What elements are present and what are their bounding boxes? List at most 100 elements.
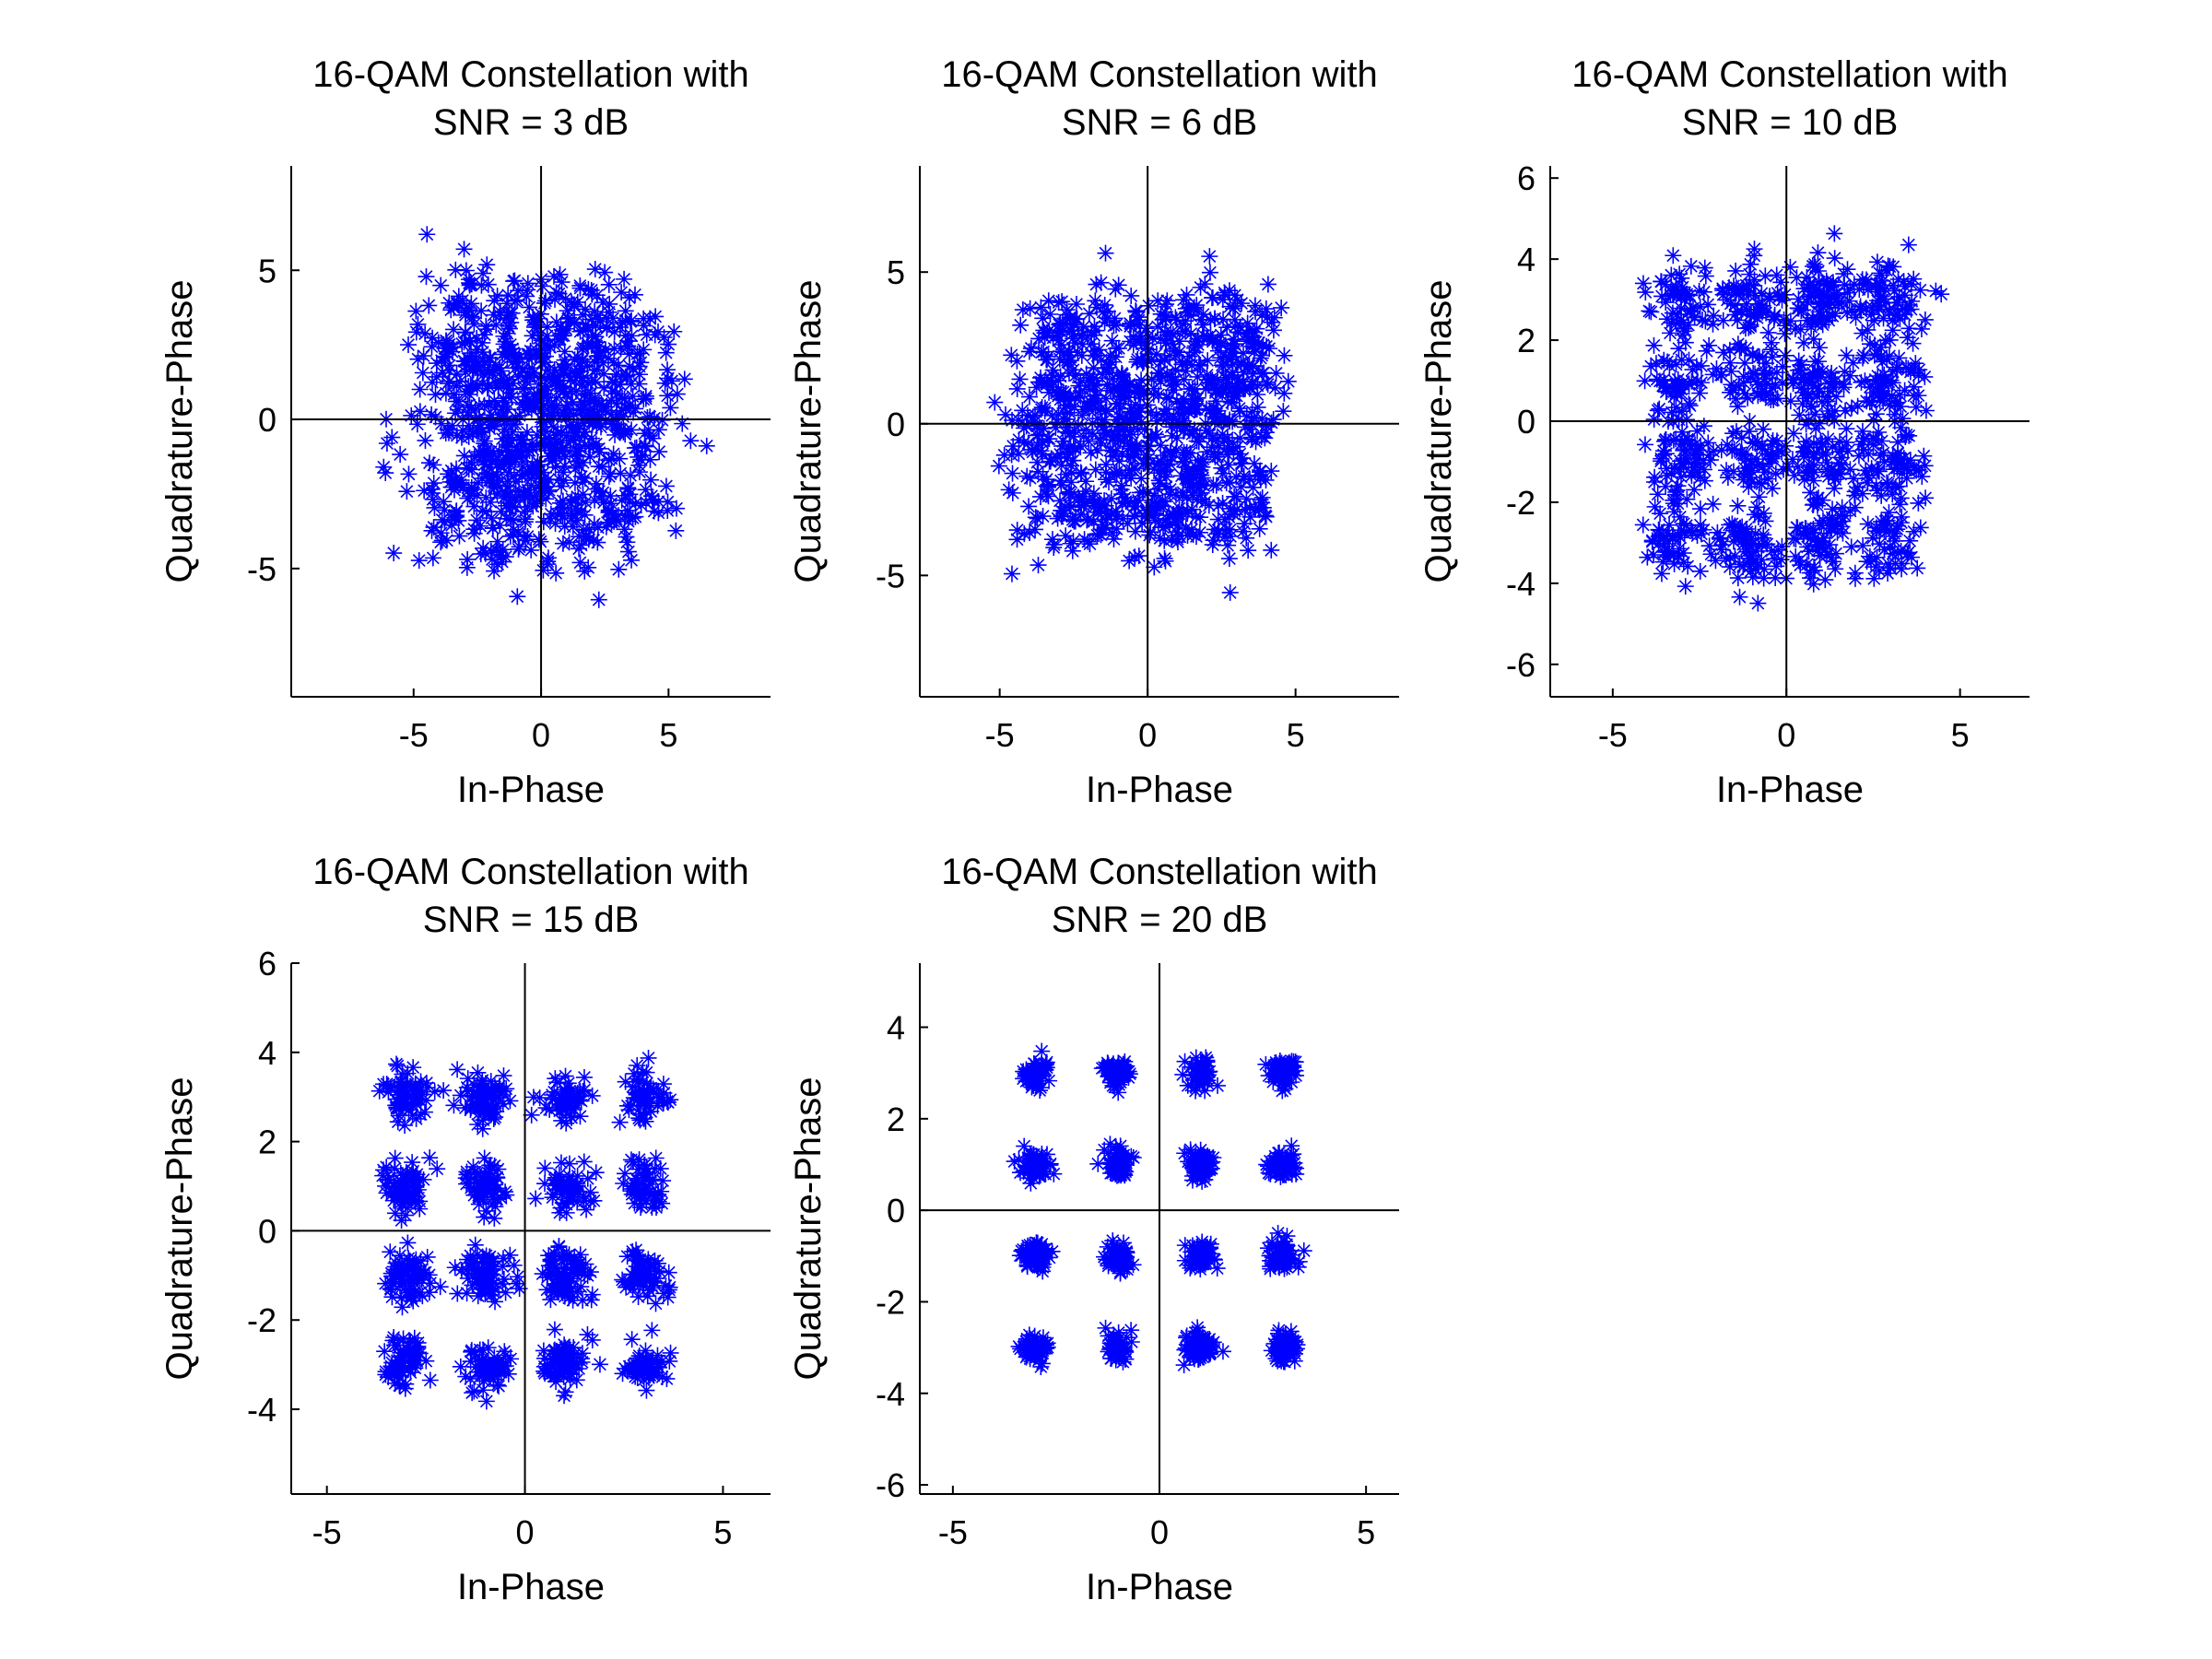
data-point [607,511,625,528]
data-point [1730,377,1747,394]
data-point [631,1357,649,1374]
data-point [400,1250,418,1267]
data-point [525,318,543,335]
data-point [377,1275,394,1292]
data-point [572,468,590,486]
data-point [497,1183,514,1201]
data-point [1743,474,1760,491]
data-point [1219,446,1237,464]
data-point [418,1075,435,1092]
data-point [1175,1357,1193,1374]
data-point [408,1257,426,1275]
data-point [546,1083,563,1100]
data-point [1131,316,1148,334]
data-point [1817,571,1834,589]
data-point [476,435,493,453]
data-point [625,1065,642,1082]
data-point [1677,578,1694,595]
data-point [1725,441,1743,458]
data-point [1790,352,1807,370]
data-point [536,1349,554,1367]
data-point [420,1284,438,1301]
data-point [462,333,479,350]
data-point [469,474,487,491]
data-point [377,1177,394,1194]
data-point [1736,385,1754,403]
data-point [589,534,606,551]
data-point [642,1079,660,1097]
data-point [1657,276,1675,293]
data-point [484,364,501,382]
data-point [1828,286,1845,303]
data-point [565,296,582,313]
data-point [1101,347,1119,364]
data-point [1809,244,1827,262]
data-point [396,1281,414,1299]
data-point [550,1238,568,1255]
data-point [1886,282,1903,300]
data-point [1061,343,1078,360]
data-point [617,312,634,329]
data-points [986,244,1297,601]
data-point [1072,437,1089,454]
data-point [1808,388,1826,406]
data-point [1217,369,1234,386]
data-point [1814,491,1831,509]
data-point [1092,434,1110,452]
data-point [475,539,492,557]
data-point [1268,1164,1286,1182]
data-point [1201,1240,1218,1257]
data-point [1154,311,1171,328]
data-point [557,1339,574,1357]
data-point [1263,541,1280,559]
data-point [474,375,491,393]
data-point [1913,468,1931,486]
data-point [569,1167,586,1184]
data-point [1035,322,1053,339]
data-point [611,422,629,440]
data-point [1712,541,1730,559]
data-point [1062,352,1079,370]
data-point [1099,375,1116,393]
data-point [1053,335,1070,353]
data-point [1024,408,1041,426]
data-point [1182,1144,1200,1161]
chart-title-line2: SNR = 6 dB [1062,102,1257,143]
data-point [1734,532,1751,549]
data-point [472,1078,489,1096]
data-point [525,488,543,505]
data-point [1651,400,1668,418]
data-point [1680,395,1698,413]
data-point [547,433,565,451]
data-point [1178,286,1195,303]
data-point [1196,276,1214,293]
data-point [1103,332,1121,349]
data-point [1806,314,1824,332]
data-point [483,1286,500,1303]
data-point [524,359,541,377]
data-point [1176,1237,1194,1254]
data-point [552,318,570,335]
data-point [1877,524,1895,541]
data-point [1843,302,1861,320]
y-axis-label: Quadrature-Phase [1418,279,1459,582]
data-point [1717,549,1735,567]
data-point [414,1288,431,1305]
data-point [580,531,597,548]
data-point [1236,418,1253,436]
data-point [1050,387,1067,405]
data-point [1152,305,1170,323]
data-point [610,507,628,524]
data-point [547,1277,565,1294]
data-point [1072,373,1089,391]
data-point [606,324,623,341]
data-point [389,1113,406,1131]
data-point [441,294,458,312]
data-point [405,1292,422,1310]
data-point [1021,300,1039,317]
data-point [611,376,629,394]
data-point [512,446,530,464]
data-point [1746,247,1763,265]
data-point [1773,443,1791,461]
data-point [474,344,491,361]
